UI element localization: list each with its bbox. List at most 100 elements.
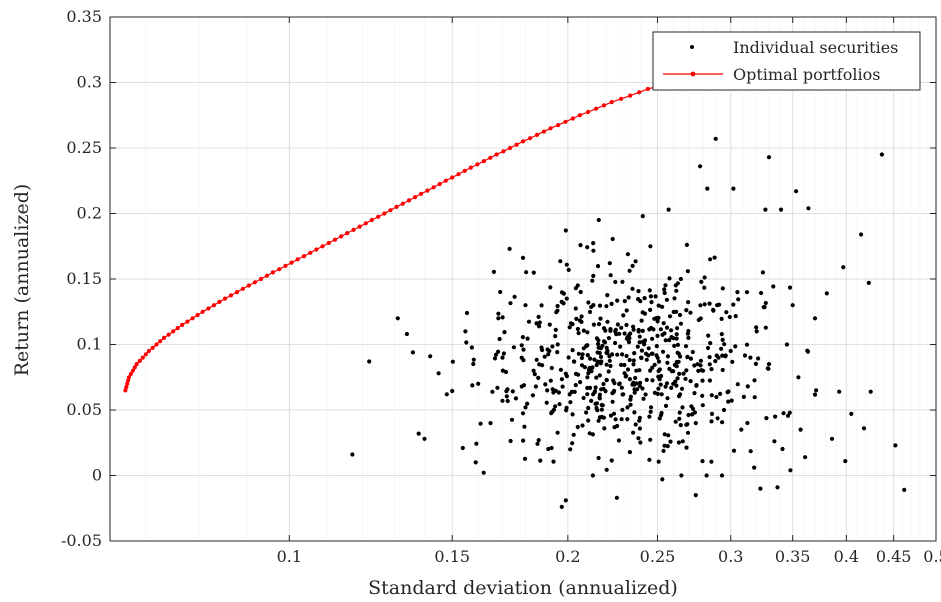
security-point — [450, 388, 455, 394]
security-point — [690, 349, 695, 355]
scatter-points — [350, 136, 907, 509]
frontier-point — [283, 263, 288, 268]
security-point — [625, 417, 630, 422]
security-point — [735, 290, 740, 295]
security-point — [570, 412, 575, 417]
security-point — [606, 336, 612, 341]
security-point — [752, 395, 757, 400]
security-point — [664, 325, 670, 330]
security-point — [553, 404, 558, 409]
security-point — [702, 285, 707, 290]
security-point — [667, 338, 672, 343]
security-point — [602, 426, 607, 431]
security-point — [659, 410, 664, 416]
security-point — [578, 243, 583, 248]
security-point — [587, 367, 592, 373]
security-point — [647, 327, 652, 332]
frontier-point — [246, 283, 251, 288]
security-point — [677, 312, 683, 318]
security-point — [700, 393, 705, 398]
security-point — [699, 279, 704, 284]
security-point — [582, 365, 588, 370]
security-point — [591, 241, 596, 246]
security-point — [656, 315, 661, 320]
security-point — [539, 345, 544, 350]
security-point — [731, 448, 737, 453]
security-point — [780, 446, 785, 452]
security-point — [692, 363, 697, 368]
security-point — [350, 452, 355, 457]
security-point — [551, 459, 556, 464]
security-point — [692, 391, 697, 396]
security-point — [640, 214, 645, 219]
security-point — [674, 309, 679, 314]
frontier-point — [308, 250, 313, 255]
security-point — [694, 383, 699, 388]
security-point — [756, 356, 761, 361]
frontier-point — [171, 329, 176, 334]
security-point — [549, 365, 554, 371]
security-point — [650, 336, 655, 341]
security-point — [638, 299, 643, 304]
security-point — [665, 396, 670, 401]
security-point — [657, 416, 662, 421]
security-point — [841, 265, 846, 270]
security-point — [612, 381, 617, 386]
frontier-point — [345, 231, 350, 236]
frontier-point — [363, 221, 368, 226]
security-point — [559, 290, 565, 295]
security-point — [641, 396, 646, 401]
security-point — [745, 384, 750, 389]
security-point — [639, 348, 645, 353]
security-point — [622, 362, 627, 368]
security-point — [705, 345, 711, 351]
security-point — [731, 302, 736, 307]
frontier-point — [541, 129, 547, 134]
security-point — [654, 344, 659, 349]
security-point — [866, 280, 871, 285]
security-point — [730, 359, 735, 364]
security-point — [648, 368, 653, 373]
security-point — [685, 422, 690, 427]
security-point — [596, 217, 601, 223]
security-point — [639, 355, 644, 360]
security-point — [668, 439, 673, 444]
frontier-point — [301, 254, 307, 259]
security-point — [672, 343, 677, 348]
security-point — [605, 293, 610, 298]
security-point — [656, 359, 662, 364]
y-axis-label: Return (annualized) — [11, 184, 33, 377]
frontier-point — [628, 93, 633, 98]
security-point — [766, 155, 772, 160]
security-point — [607, 261, 612, 266]
security-point — [558, 367, 564, 372]
security-point — [585, 392, 590, 397]
security-point — [608, 413, 614, 418]
security-point — [585, 375, 590, 380]
security-point — [620, 407, 625, 412]
security-point — [649, 351, 654, 356]
security-point — [726, 399, 731, 404]
security-point — [558, 259, 563, 264]
security-point — [656, 303, 661, 308]
security-point — [652, 362, 657, 367]
security-point — [630, 263, 635, 268]
security-point — [661, 321, 666, 326]
security-point — [784, 342, 790, 347]
frontier-point — [501, 149, 506, 154]
frontier-point — [132, 365, 137, 370]
security-point — [530, 393, 536, 398]
security-point — [659, 392, 664, 397]
security-point — [787, 410, 792, 415]
security-point — [685, 430, 691, 435]
security-point — [550, 387, 555, 392]
security-point — [632, 410, 637, 415]
security-point — [471, 361, 476, 367]
security-point — [643, 392, 648, 397]
security-point — [644, 357, 649, 362]
security-point — [474, 441, 479, 446]
security-point — [525, 336, 530, 341]
security-point — [367, 359, 372, 364]
security-point — [637, 368, 642, 373]
